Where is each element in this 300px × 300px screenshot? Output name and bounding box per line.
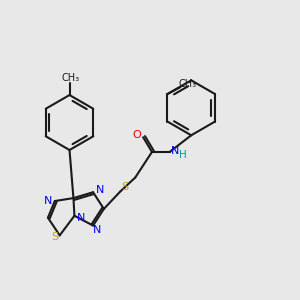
Text: N: N: [77, 213, 86, 223]
Text: N: N: [96, 185, 104, 195]
Text: CH₃: CH₃: [61, 74, 80, 83]
Text: N: N: [93, 226, 101, 236]
Text: N: N: [44, 196, 52, 206]
Text: H: H: [178, 150, 186, 160]
Text: S: S: [51, 232, 58, 242]
Text: S: S: [121, 182, 128, 192]
Text: N: N: [171, 146, 180, 156]
Text: CH₃: CH₃: [179, 79, 197, 89]
Text: O: O: [133, 130, 142, 140]
